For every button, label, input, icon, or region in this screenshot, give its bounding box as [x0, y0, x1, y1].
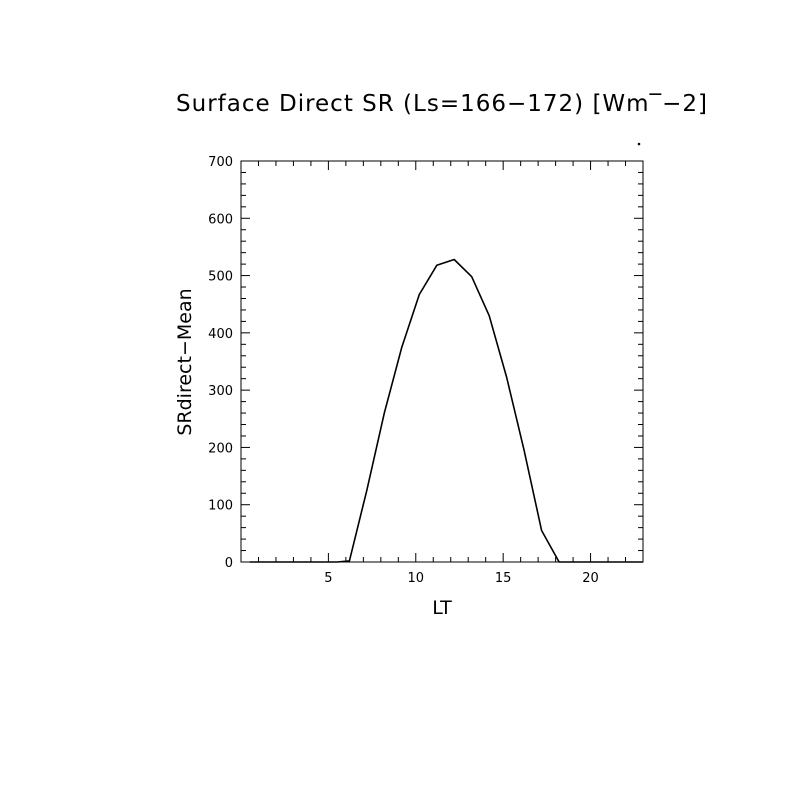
y-tick-label: 100 — [208, 499, 233, 514]
x-tick-label: 15 — [495, 571, 512, 586]
stray-dot — [637, 142, 641, 146]
series-line — [249, 258, 643, 563]
x-tick-label: 5 — [324, 571, 332, 586]
axis-ticks — [240, 160, 644, 563]
y-tick-label: 200 — [208, 441, 233, 456]
y-tick-label: 300 — [208, 384, 233, 399]
y-tick-label: 700 — [208, 155, 233, 170]
chart-title: Surface Direct SR (Ls=166−172) [Wm‾−2] — [176, 91, 708, 117]
x-axis-label: LT — [432, 597, 452, 619]
y-axis-label: SRdirect−Mean — [174, 288, 196, 435]
y-tick-label: 400 — [208, 327, 233, 342]
y-tick-label: 0 — [225, 556, 233, 571]
x-tick-label: 10 — [408, 571, 425, 586]
plot-frame — [240, 160, 644, 563]
y-tick-label: 600 — [208, 212, 233, 227]
y-tick-label: 500 — [208, 270, 233, 285]
x-tick-label: 20 — [582, 571, 599, 586]
